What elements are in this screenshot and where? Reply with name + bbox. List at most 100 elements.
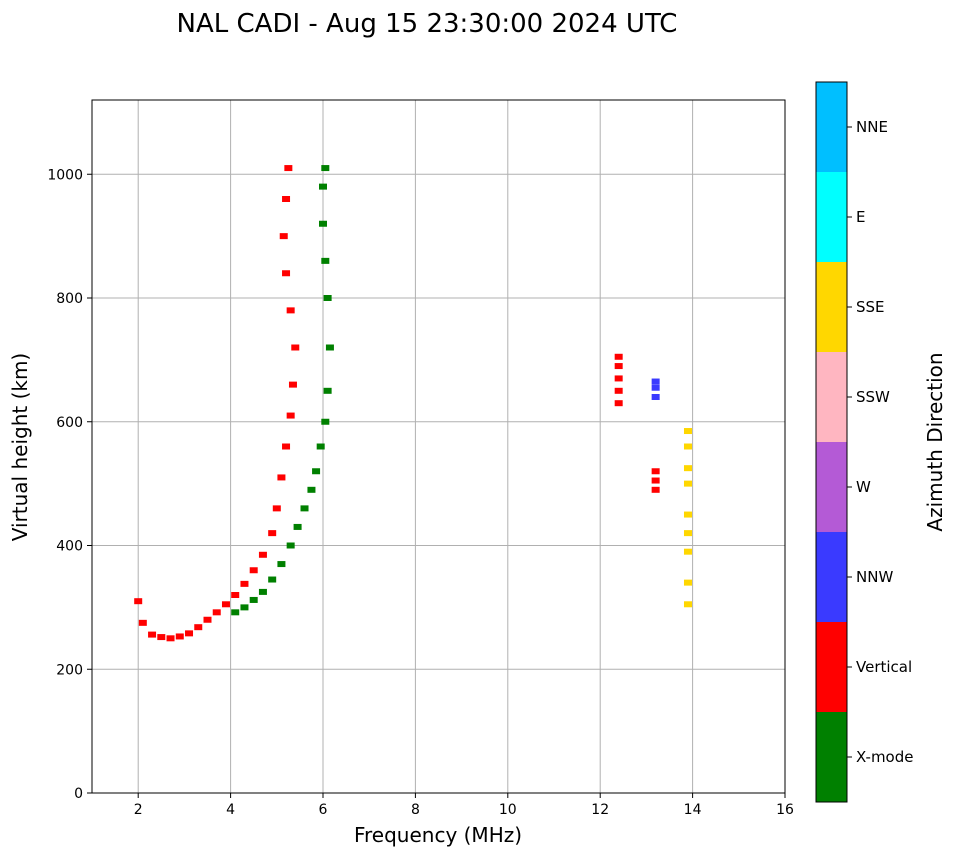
echo-point <box>291 344 300 351</box>
echo-point <box>614 387 623 394</box>
colorbar-segment <box>816 712 847 802</box>
y-tick-label: 800 <box>56 291 83 307</box>
echo-point <box>614 400 623 407</box>
echo-point <box>282 270 291 277</box>
echo-point <box>683 465 692 472</box>
x-tick-label: 14 <box>684 802 702 818</box>
echo-point <box>651 378 660 385</box>
echo-point <box>279 233 288 240</box>
echo-point <box>249 596 258 603</box>
echo-point <box>321 257 330 264</box>
echo-point <box>284 165 293 172</box>
echo-point <box>683 601 692 608</box>
y-tick-label: 200 <box>56 662 83 678</box>
x-axis-label: Frequency (MHz) <box>354 823 522 847</box>
echo-point <box>166 635 175 642</box>
x-tick-label: 16 <box>776 802 794 818</box>
echo-point <box>286 542 295 549</box>
y-tick-label: 0 <box>74 786 83 802</box>
echo-point <box>300 505 309 512</box>
grid-lines <box>92 100 786 794</box>
echo-point <box>148 631 157 638</box>
echo-point <box>231 592 240 598</box>
echo-point <box>323 387 332 394</box>
echo-point <box>683 443 692 450</box>
y-tick-label: 600 <box>56 415 83 431</box>
colorbar-label: Azimuth Direction <box>923 352 947 531</box>
colorbar-category-label: Vertical <box>856 658 912 676</box>
x-tick-label: 12 <box>591 802 609 818</box>
echo-point <box>203 616 212 623</box>
echo-point <box>175 633 184 640</box>
colorbar-category-label: SSW <box>856 388 890 406</box>
echo-point <box>614 375 623 382</box>
echo-point <box>134 598 143 605</box>
colorbar-category-label: W <box>856 478 871 496</box>
echo-point <box>614 353 623 360</box>
echo-point <box>268 576 277 583</box>
echo-point <box>651 394 660 400</box>
echo-point <box>286 307 295 314</box>
colorbar-category-label: E <box>856 208 865 226</box>
echo-point <box>683 579 692 586</box>
colorbar-category-label: X-mode <box>856 748 913 766</box>
x-tick-label: 4 <box>226 802 235 818</box>
echo-point <box>185 630 194 637</box>
echo-point <box>258 588 267 595</box>
echo-point <box>288 381 297 388</box>
echo-point <box>323 295 332 301</box>
echo-point <box>282 196 291 202</box>
echo-point <box>683 511 692 518</box>
y-tick-label: 400 <box>56 539 83 555</box>
x-tick-label: 10 <box>499 802 517 818</box>
echo-point <box>651 486 660 493</box>
echo-point <box>138 619 147 626</box>
colorbar-segment <box>816 172 847 262</box>
y-axis-label: Virtual height (km) <box>8 353 32 542</box>
echo-point <box>312 468 321 475</box>
echo-point <box>683 548 692 555</box>
echo-point <box>258 551 267 558</box>
echo-point <box>651 384 660 391</box>
echo-point <box>282 443 291 450</box>
echo-point <box>319 183 327 190</box>
echo-point <box>231 609 240 616</box>
echo-point <box>157 634 166 641</box>
echo-point <box>319 220 327 227</box>
echo-point <box>277 474 286 481</box>
y-tick-label: 1000 <box>47 167 83 183</box>
chart-title: NAL CADI - Aug 15 23:30:00 2024 UTC <box>177 9 678 39</box>
colorbar-segment <box>816 262 847 352</box>
echo-points <box>134 165 692 642</box>
echo-point <box>321 165 330 172</box>
colorbar-segment <box>816 352 847 442</box>
colorbar-segment <box>816 622 847 712</box>
echo-point <box>240 580 249 587</box>
x-tick-label: 2 <box>134 802 143 818</box>
colorbar-category-label: NNW <box>856 568 893 586</box>
x-tick-label: 6 <box>319 802 328 818</box>
echo-point <box>194 624 203 631</box>
x-tick-label: 8 <box>411 802 420 818</box>
echo-point <box>325 344 334 351</box>
echo-point <box>272 505 281 512</box>
echo-point <box>268 530 277 537</box>
echo-point <box>683 480 692 487</box>
colorbar-segment <box>816 82 847 172</box>
echo-point <box>212 609 221 616</box>
echo-point <box>221 601 230 608</box>
echo-point <box>249 567 258 574</box>
echo-point <box>307 486 316 493</box>
colorbar-frame <box>815 81 848 803</box>
echo-point <box>683 428 692 435</box>
echo-point <box>293 523 302 530</box>
echo-point <box>683 530 692 537</box>
echo-point <box>651 477 660 484</box>
echo-point <box>651 468 660 475</box>
echo-point <box>277 561 286 568</box>
plot-area-frame <box>91 99 786 794</box>
azimuth-colorbar: X-mode Vertical NNW W SSW SSE E NNE <box>815 81 913 803</box>
colorbar-category-label: SSE <box>856 298 885 316</box>
echo-point <box>316 443 325 450</box>
